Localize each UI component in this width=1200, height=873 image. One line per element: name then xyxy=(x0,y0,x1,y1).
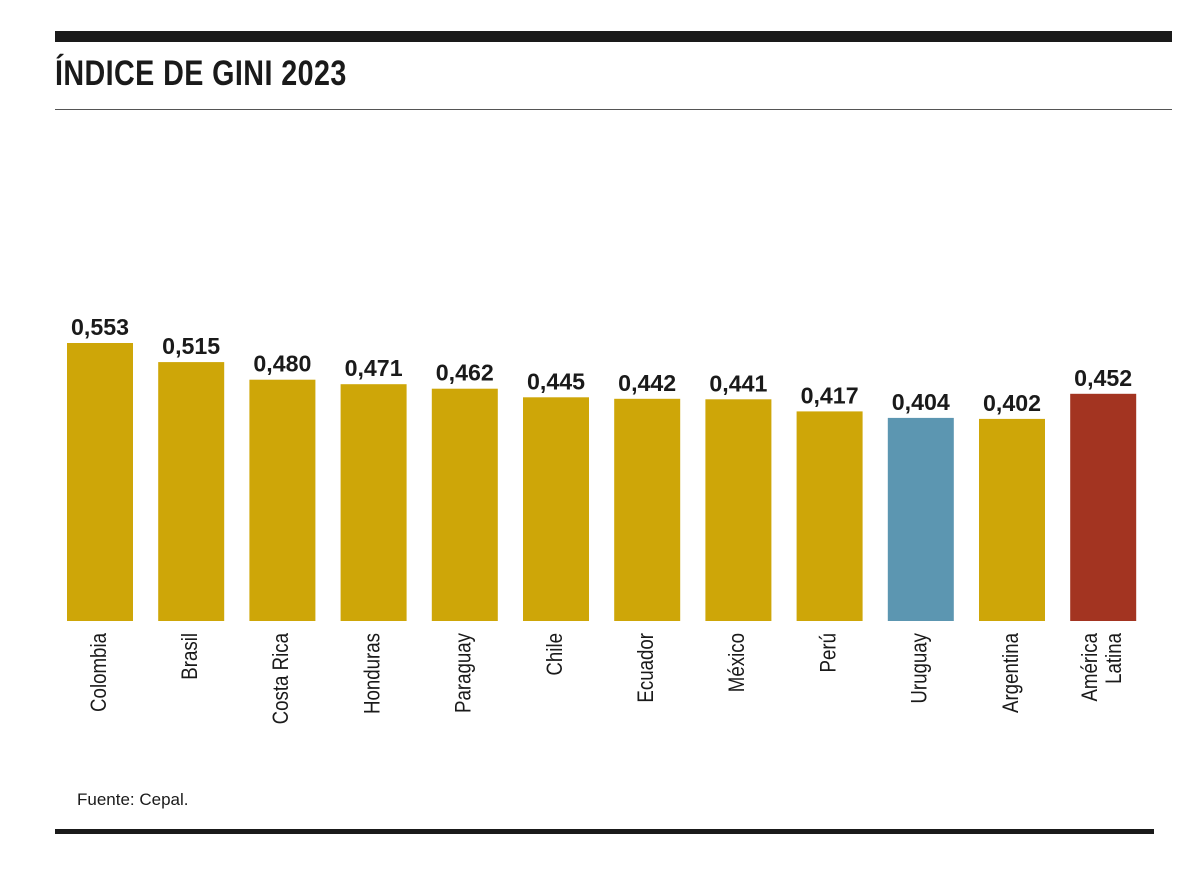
value-label-costa-rica: 0,480 xyxy=(253,351,311,377)
title-rule xyxy=(55,109,1172,110)
bar-paraguay xyxy=(431,388,498,621)
value-label-ecuador: 0,442 xyxy=(618,370,676,396)
category-label-peru: Perú xyxy=(817,633,841,672)
bar-uruguay xyxy=(887,417,954,621)
value-label-honduras: 0,471 xyxy=(345,355,403,381)
bar-mexico xyxy=(705,399,772,621)
category-label-colombia: Colombia xyxy=(87,632,111,712)
bar-ecuador xyxy=(614,398,681,621)
bar-peru xyxy=(796,411,863,621)
value-label-chile: 0,445 xyxy=(527,368,585,394)
value-label-brasil: 0,515 xyxy=(162,333,220,359)
value-label-peru: 0,417 xyxy=(801,382,859,408)
category-label-honduras: Honduras xyxy=(361,633,385,714)
category-label-ecuador: Ecuador xyxy=(635,633,659,703)
value-label-mexico: 0,441 xyxy=(709,370,767,396)
bottom-rule xyxy=(55,829,1154,834)
value-label-argentina: 0,402 xyxy=(983,390,1041,416)
bar-america-latina xyxy=(1070,393,1137,621)
category-label-america-latina-line-1: América xyxy=(1079,632,1103,701)
bar-honduras xyxy=(340,384,407,621)
category-label-chile: Chile xyxy=(543,633,567,676)
value-label-america-latina: 0,452 xyxy=(1074,365,1132,391)
category-label-mexico: México xyxy=(726,633,750,692)
source-note: Fuente: Cepal. xyxy=(77,790,189,809)
category-label-argentina: Argentina xyxy=(999,632,1023,713)
value-label-paraguay: 0,462 xyxy=(436,360,494,386)
bar-argentina xyxy=(979,418,1045,621)
category-label-brasil: Brasil xyxy=(179,633,203,680)
bar-costa-rica xyxy=(249,379,316,621)
top-rule xyxy=(55,31,1172,42)
value-label-colombia: 0,553 xyxy=(71,314,129,340)
bar-brasil xyxy=(158,362,225,621)
bar-chile xyxy=(523,397,589,621)
category-label-paraguay: Paraguay xyxy=(452,632,476,713)
category-label-uruguay: Uruguay xyxy=(908,632,932,703)
category-label-america-latina-line-2: Latina xyxy=(1103,632,1127,684)
bar-colombia xyxy=(67,343,133,621)
chart-title: ÍNDICE DE GINI 2023 xyxy=(55,54,347,93)
value-label-uruguay: 0,404 xyxy=(892,389,950,415)
category-label-costa-rica: Costa Rica xyxy=(270,632,294,724)
